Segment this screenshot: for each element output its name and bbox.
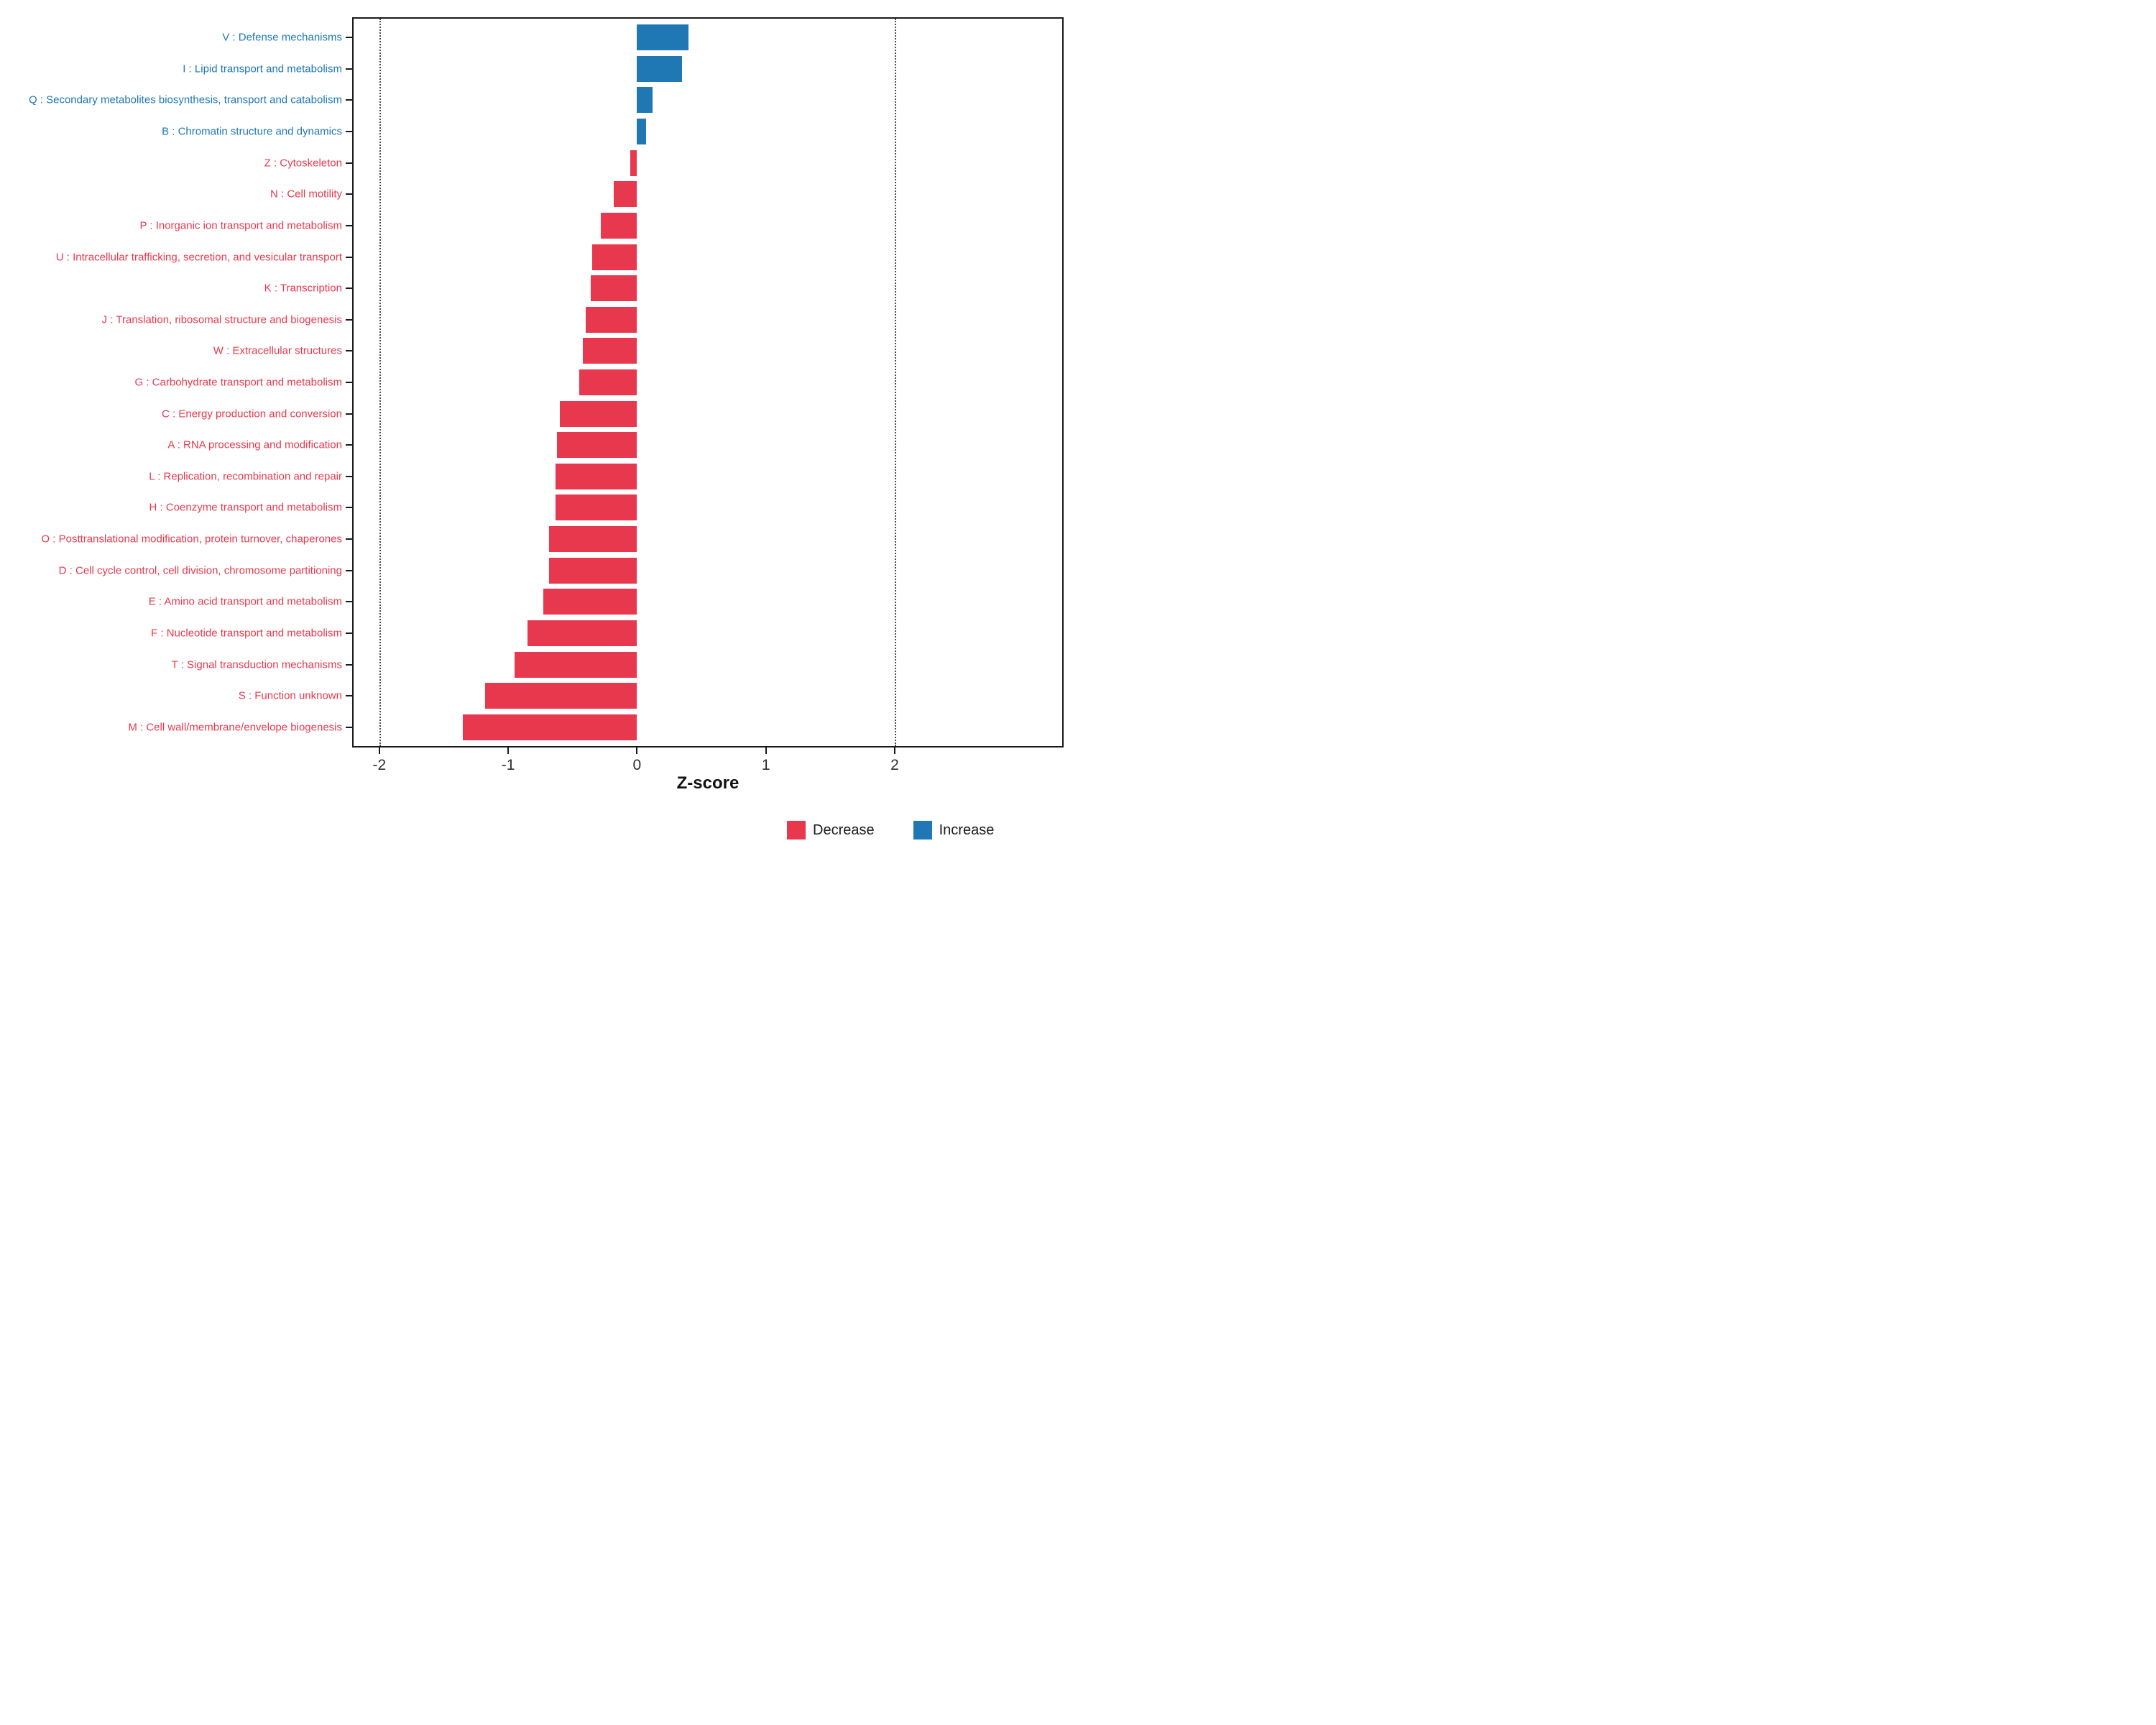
category-label: A : RNA processing and modification [167, 438, 342, 451]
legend-item-increase: Increase [913, 821, 995, 840]
category-label: N : Cell motility [270, 188, 342, 201]
bar [590, 275, 637, 302]
bar [591, 244, 637, 270]
x-tick-label: 2 [890, 757, 899, 773]
y-tick [346, 444, 352, 446]
bar [637, 87, 653, 114]
category-label: F : Nucleotide transport and metabolism [151, 627, 342, 640]
category-label: P : Inorganic ion transport and metaboli… [139, 219, 342, 232]
y-tick [346, 37, 352, 39]
y-tick [346, 256, 352, 258]
y-tick [346, 695, 352, 697]
category-label: O : Posttranslational modification, prot… [41, 533, 342, 546]
category-label: J : Translation, ribosomal structure and… [101, 313, 342, 326]
threshold-line-pos [894, 19, 896, 746]
category-label: B : Chromatin structure and dynamics [162, 125, 342, 138]
x-tick-label: -1 [501, 757, 515, 773]
y-tick [346, 224, 352, 226]
y-tick [346, 601, 352, 603]
y-tick [346, 569, 352, 571]
y-tick [346, 131, 352, 133]
x-tick-label: 1 [761, 757, 770, 773]
legend-item-decrease: Decrease [787, 821, 875, 840]
cog-zscore-chart: V : Defense mechanisms I : Lipid transpor… [0, 0, 1078, 862]
y-tick [346, 318, 352, 321]
bar [556, 463, 637, 489]
y-tick [346, 726, 352, 728]
legend-label-increase: Increase [939, 822, 995, 838]
category-label: K : Transcription [264, 282, 342, 295]
category-label: Z : Cytoskeleton [264, 157, 342, 170]
increase-swatch-icon [913, 821, 932, 840]
bar [559, 400, 637, 427]
y-tick [346, 99, 352, 101]
category-label: Q : Secondary metabolites biosynthesis, … [28, 93, 342, 106]
y-tick [346, 538, 352, 540]
bar [549, 557, 637, 584]
bar [556, 494, 637, 521]
bar [583, 338, 637, 364]
category-label: C : Energy production and conversion [162, 408, 342, 420]
bar [637, 55, 683, 82]
category-label: L : Replication, recombination and repai… [149, 470, 342, 483]
x-axis-title: Z-score [676, 773, 740, 793]
plot-panel [352, 17, 1064, 748]
legend-label-decrease: Decrease [813, 822, 875, 838]
y-tick [346, 68, 352, 70]
y-tick [346, 382, 352, 383]
bar [557, 432, 637, 459]
y-tick [346, 507, 352, 509]
x-tick [765, 748, 767, 754]
category-label: E : Amino acid transport and metabolism [148, 595, 342, 608]
bar [484, 683, 637, 709]
bar [543, 589, 637, 615]
category-label: H : Coenzyme transport and metabolism [149, 501, 342, 514]
category-label: M : Cell wall/membrane/envelope biogenes… [128, 721, 342, 734]
y-tick [346, 288, 352, 290]
category-label: V : Defense mechanisms [222, 31, 342, 44]
x-tick-label: 0 [632, 757, 642, 773]
y-tick [346, 350, 352, 352]
y-tick [346, 162, 352, 164]
x-tick-label: -2 [372, 757, 387, 773]
category-label: S : Function unknown [238, 689, 342, 702]
y-tick [346, 413, 352, 415]
category-label: I : Lipid transport and metabolism [183, 63, 342, 75]
y-tick [346, 193, 352, 196]
threshold-line-neg [379, 19, 381, 746]
bar [585, 306, 637, 333]
bar [637, 24, 689, 51]
bar [637, 119, 646, 145]
y-tick [346, 663, 352, 666]
legend: Decrease Increase [787, 821, 994, 840]
y-tick [346, 632, 352, 634]
x-tick [378, 748, 380, 754]
bar [630, 150, 637, 176]
bar [515, 651, 637, 678]
category-label: U : Intracellular trafficking, secretion… [55, 251, 342, 264]
category-label: T : Signal transduction mechanisms [171, 658, 342, 671]
x-tick [636, 748, 638, 754]
bar [614, 181, 637, 208]
x-tick [507, 748, 510, 754]
bar [601, 212, 637, 239]
category-label: W : Extracellular structures [213, 344, 342, 357]
bar [528, 620, 637, 646]
category-label: D : Cell cycle control, cell division, c… [58, 564, 342, 577]
bar [549, 526, 637, 553]
bar [579, 369, 637, 395]
decrease-swatch-icon [787, 821, 806, 840]
category-label: G : Carbohydrate transport and metabolis… [134, 376, 342, 389]
y-tick [346, 475, 352, 477]
x-tick [893, 748, 895, 754]
bar [463, 714, 637, 740]
